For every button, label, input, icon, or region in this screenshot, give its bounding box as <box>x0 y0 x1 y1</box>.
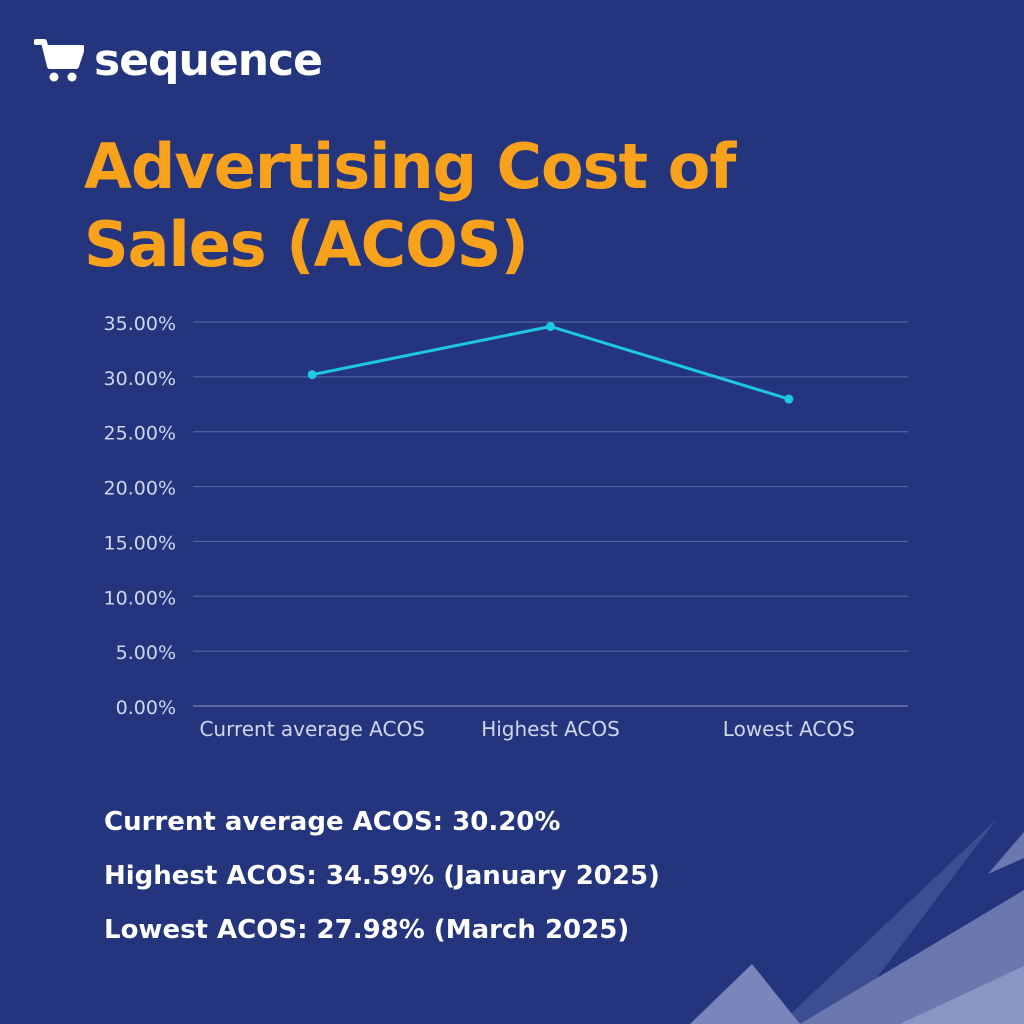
acos-line-chart: 0.00% 5.00% 10.00% 15.00% 20.00% 25.00% 30.00%… <box>104 313 908 741</box>
data-point <box>784 394 794 404</box>
y-axis-ticks: 0.00% 5.00% 10.00% 15.00% 20.00% 25.00% 30.00%… <box>104 313 176 719</box>
series-line <box>311 324 790 401</box>
y-tick-label: 30.00% <box>104 368 176 390</box>
y-tick-label: 0.00% <box>116 697 176 719</box>
y-tick-label: 5.00% <box>116 642 176 664</box>
x-axis-ticks: Current average ACOS Highest ACOS Lowest A… <box>199 717 854 741</box>
title-line-2: Sales (ACOS) <box>84 208 529 281</box>
y-tick-label: 15.00% <box>104 532 176 554</box>
y-tick-label: 35.00% <box>104 313 176 335</box>
y-tick-label: 20.00% <box>104 478 176 500</box>
shopping-cart-icon <box>34 39 84 82</box>
brand-name: sequence <box>94 35 323 86</box>
y-tick-label: 25.00% <box>104 423 176 445</box>
summary-lowest: Lowest ACOS: 27.98% (March 2025) <box>104 915 630 945</box>
summary-highest: Highest ACOS: 34.59% (January 2025) <box>104 861 660 891</box>
data-point <box>307 370 317 380</box>
brand-logo: sequence <box>34 35 323 86</box>
grid-lines <box>193 321 908 707</box>
series-layer <box>307 321 794 404</box>
summary-current: Current average ACOS: 30.20% <box>104 807 561 837</box>
page-title: Advertising Cost of Sales (ACOS) <box>84 128 844 284</box>
x-tick-label: Lowest ACOS <box>723 717 855 741</box>
x-tick-label: Highest ACOS <box>481 717 620 741</box>
title-line-1: Advertising Cost of <box>84 130 736 203</box>
x-tick-label: Current average ACOS <box>199 717 424 741</box>
y-tick-label: 10.00% <box>104 587 176 609</box>
summary-list: Current average ACOS: 30.20% Highest ACO… <box>104 795 660 957</box>
data-point <box>546 321 555 331</box>
